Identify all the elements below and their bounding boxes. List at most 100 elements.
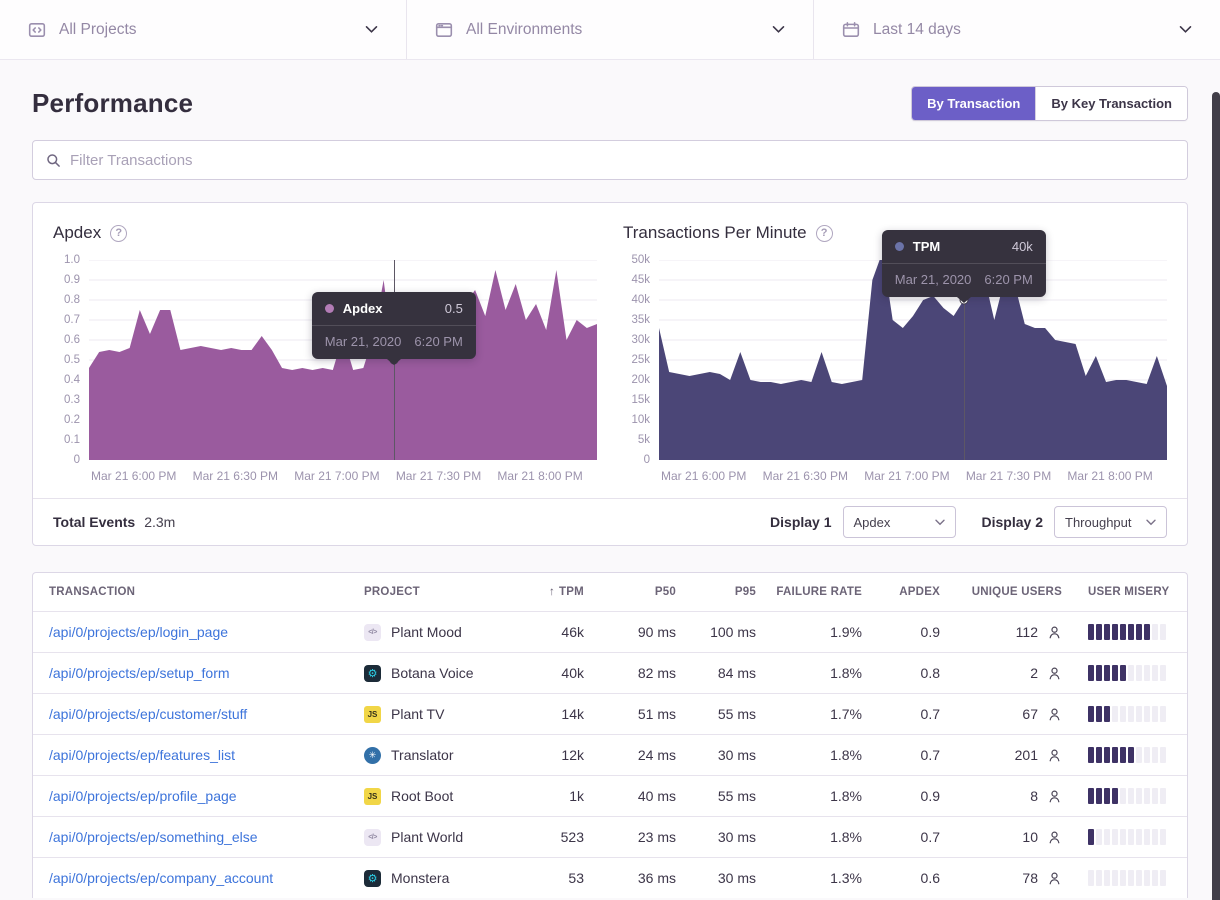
apdex-tooltip-date: Mar 21, 2020 <box>324 334 402 349</box>
user-misery-bar <box>1160 706 1166 722</box>
column-header-apdex[interactable]: APDEX <box>862 586 940 598</box>
scrollbar[interactable] <box>1212 92 1220 900</box>
tpm-y-tick-label: 25k <box>631 354 650 366</box>
user-misery-bar <box>1120 747 1126 763</box>
column-header-failure-rate[interactable]: FAILURE RATE <box>756 586 862 598</box>
transaction-link[interactable]: /api/0/projects/ep/login_page <box>49 624 229 640</box>
help-icon[interactable]: ? <box>110 224 128 242</box>
user-misery-bar <box>1104 665 1110 681</box>
user-misery-bar <box>1096 788 1102 804</box>
user-misery-bar <box>1128 788 1134 804</box>
user-misery-bar <box>1152 829 1158 845</box>
apdex-value: 0.8 <box>920 665 940 681</box>
apdex-x-tick-label: Mar 21 6:00 PM <box>91 469 177 483</box>
display2-select[interactable]: Throughput <box>1054 506 1167 538</box>
unique-users-cell: 8 <box>940 788 1062 804</box>
user-misery-bar <box>1104 870 1110 886</box>
column-header-unique-users[interactable]: UNIQUE USERS <box>940 586 1062 598</box>
user-misery-bar <box>1088 706 1094 722</box>
chevron-down-icon <box>1179 21 1192 39</box>
apdex-y-tick-label: 0.6 <box>64 334 80 346</box>
failure-rate-value: 1.8% <box>830 665 862 681</box>
user-misery-bar <box>1128 706 1134 722</box>
user-misery-bar <box>1128 624 1134 640</box>
tpm-y-tick-label: 10k <box>631 414 650 426</box>
apdex-tooltip: Apdex 0.5 Mar 21, 2020 6:20 PM <box>311 292 476 359</box>
by-transaction-button[interactable]: By Transaction <box>912 87 1036 120</box>
project-selector[interactable]: All Projects <box>0 0 407 59</box>
unique-users-cell: 2 <box>940 665 1062 681</box>
apdex-y-tick-label: 0.5 <box>64 354 80 366</box>
user-misery-bar <box>1152 706 1158 722</box>
transaction-cell: /api/0/projects/ep/customer/stuff <box>49 706 364 722</box>
user-misery-bar <box>1152 624 1158 640</box>
user-misery-bar <box>1120 665 1126 681</box>
apdex-tooltip-timestamp: Mar 21, 2020 6:20 PM <box>312 326 476 359</box>
p50-value: 90 ms <box>637 624 676 640</box>
transaction-link[interactable]: /api/0/projects/ep/setup_form <box>49 665 230 681</box>
unique-users-value: 112 <box>1015 624 1038 640</box>
user-misery-cell <box>1062 829 1171 845</box>
user-misery-bar <box>1160 870 1166 886</box>
user-icon <box>1049 831 1060 843</box>
display2-label: Display 2 <box>981 514 1043 530</box>
by-key-transaction-button[interactable]: By Key Transaction <box>1035 87 1187 120</box>
tpm-tooltip-timestamp: Mar 21, 2020 6:20 PM <box>882 264 1046 297</box>
p50-value: 40 ms <box>637 788 676 804</box>
table-row: /api/0/projects/ep/setup_form ⚙ Botana Voi… <box>33 652 1187 693</box>
display1-select[interactable]: Apdex <box>842 506 956 538</box>
user-misery-bar <box>1096 747 1102 763</box>
transaction-cell: /api/0/projects/ep/something_else <box>49 829 364 845</box>
user-misery-bar <box>1144 829 1150 845</box>
unique-users-cell: 67 <box>940 706 1062 722</box>
help-icon[interactable]: ? <box>815 224 833 242</box>
transaction-link[interactable]: /api/0/projects/ep/features_list <box>49 747 235 763</box>
user-misery-bar <box>1128 829 1134 845</box>
transaction-link[interactable]: /api/0/projects/ep/something_else <box>49 829 258 845</box>
column-header-tpm[interactable]: ↑ TPM <box>514 586 584 598</box>
user-misery-bar <box>1144 788 1150 804</box>
tpm-area-series <box>659 260 1167 460</box>
tpm-tooltip: TPM 40k Mar 21, 2020 6:20 PM <box>881 230 1046 297</box>
project-cell: ⚙ Monstera <box>364 869 514 887</box>
user-misery-bar <box>1120 870 1126 886</box>
date-range-label: Last 14 days <box>873 20 961 38</box>
apdex-y-tick-label: 0.2 <box>64 414 80 426</box>
column-header-user-misery[interactable]: USER MISERY <box>1062 586 1171 598</box>
transaction-link[interactable]: /api/0/projects/ep/profile_page <box>49 788 237 804</box>
code-platform-icon: </> <box>364 623 381 641</box>
column-header-transaction[interactable]: TRANSACTION <box>49 586 364 598</box>
user-misery-bar <box>1152 788 1158 804</box>
user-misery-bar <box>1136 706 1142 722</box>
transaction-cell: /api/0/projects/ep/profile_page <box>49 788 364 804</box>
project-cell: ✳ Translator <box>364 746 514 764</box>
user-misery-bar <box>1088 829 1094 845</box>
tpm-tooltip-time: 6:20 PM <box>984 272 1033 287</box>
environments-icon <box>435 21 453 39</box>
user-misery-bar <box>1160 747 1166 763</box>
user-misery-bar <box>1120 788 1126 804</box>
calendar-icon <box>842 21 860 39</box>
transaction-link[interactable]: /api/0/projects/ep/company_account <box>49 870 274 886</box>
projects-icon <box>28 21 46 39</box>
user-misery-bar <box>1144 665 1150 681</box>
project-cell: </> Plant Mood <box>364 623 514 641</box>
project-cell: ⚙ Botana Voice <box>364 664 514 682</box>
user-misery-bar <box>1096 624 1102 640</box>
p50-value: 23 ms <box>637 829 676 845</box>
tpm-value: 1k <box>569 788 584 804</box>
column-header-p50[interactable]: P50 <box>584 586 676 598</box>
column-header-project[interactable]: PROJECT <box>364 586 514 598</box>
tpm-y-tick-label: 5k <box>637 434 650 446</box>
table-row: /api/0/projects/ep/login_page </> Plant Mo… <box>33 611 1187 652</box>
search-input[interactable] <box>70 151 1174 169</box>
column-header-p95[interactable]: P95 <box>676 586 756 598</box>
transaction-link[interactable]: /api/0/projects/ep/customer/stuff <box>49 706 248 722</box>
environment-selector[interactable]: All Environments <box>407 0 814 59</box>
user-misery-bar <box>1104 829 1110 845</box>
code-platform-icon: </> <box>364 828 381 846</box>
page-title: Performance <box>32 88 194 118</box>
apdex-y-tick-label: 0.8 <box>64 294 80 306</box>
date-range-selector[interactable]: Last 14 days <box>814 0 1220 59</box>
tpm-y-tick-label: 50k <box>631 254 650 266</box>
